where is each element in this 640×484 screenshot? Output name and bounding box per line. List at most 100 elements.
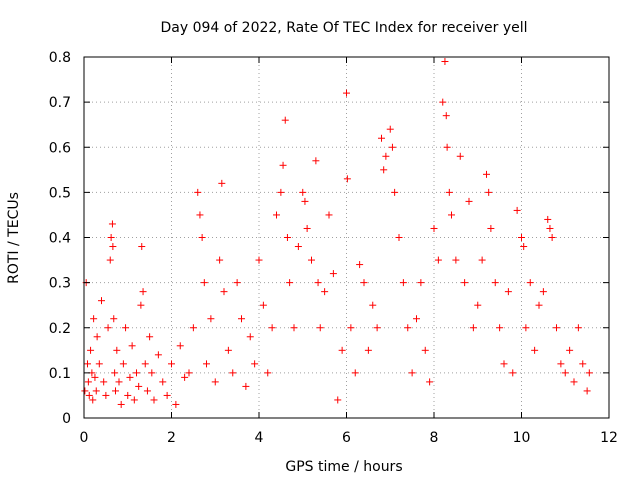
data-point xyxy=(251,360,259,368)
data-point xyxy=(308,256,315,264)
data-point xyxy=(434,256,442,264)
data-point xyxy=(325,211,333,219)
data-point xyxy=(442,112,450,120)
data-point xyxy=(130,396,138,404)
data-point xyxy=(90,315,98,323)
data-point xyxy=(334,396,342,404)
data-point xyxy=(312,157,320,165)
data-point xyxy=(513,206,521,214)
data-point xyxy=(369,301,377,309)
data-point xyxy=(518,234,525,241)
data-point xyxy=(104,324,112,332)
x-axis-label: GPS time / hours xyxy=(285,459,402,475)
data-point xyxy=(196,211,204,219)
data-point xyxy=(268,324,276,332)
data-point xyxy=(85,391,93,399)
data-point xyxy=(124,391,132,399)
data-point xyxy=(92,387,100,395)
data-point xyxy=(491,279,499,287)
data-point xyxy=(546,224,554,232)
data-point xyxy=(408,369,416,377)
data-point xyxy=(478,256,486,264)
data-point xyxy=(229,369,237,377)
data-point xyxy=(150,396,158,404)
data-point xyxy=(172,400,180,408)
x-tick-label: 4 xyxy=(255,430,264,446)
data-point xyxy=(391,188,399,196)
data-point xyxy=(117,400,125,408)
data-point xyxy=(364,346,372,354)
data-point xyxy=(84,378,92,386)
data-point xyxy=(380,166,388,174)
data-point xyxy=(509,369,517,377)
data-point xyxy=(98,297,105,305)
y-tick-label: 0.1 xyxy=(49,366,71,382)
data-point xyxy=(474,301,482,309)
data-point xyxy=(89,396,97,404)
data-point xyxy=(246,333,254,341)
data-point xyxy=(109,243,117,251)
data-point xyxy=(360,279,368,287)
data-point xyxy=(321,288,329,296)
data-point xyxy=(176,342,184,350)
data-point xyxy=(303,224,311,232)
data-point xyxy=(448,211,455,219)
data-point xyxy=(108,220,116,228)
data-point xyxy=(133,369,140,377)
data-point xyxy=(102,391,110,399)
data-point xyxy=(553,324,560,332)
data-point xyxy=(95,360,103,368)
data-point xyxy=(439,98,447,106)
data-point xyxy=(299,188,307,196)
data-point xyxy=(465,197,473,205)
y-tick-label: 0 xyxy=(62,411,71,427)
data-point xyxy=(386,125,394,133)
x-tick-label: 2 xyxy=(167,430,176,446)
data-point xyxy=(264,369,272,377)
data-point xyxy=(520,243,528,251)
data-point xyxy=(544,215,552,223)
data-point xyxy=(504,288,512,296)
data-point xyxy=(273,211,280,219)
y-tick-label: 0.3 xyxy=(49,276,71,292)
data-point xyxy=(566,346,574,354)
data-point xyxy=(570,378,578,386)
data-point xyxy=(579,360,587,368)
data-point xyxy=(461,279,469,287)
data-point xyxy=(233,279,241,287)
y-tick-label: 0.4 xyxy=(49,231,71,247)
data-point xyxy=(238,315,245,323)
data-point xyxy=(207,315,215,323)
x-tick-label: 8 xyxy=(430,430,439,446)
data-point xyxy=(487,224,495,232)
grid-lines xyxy=(84,57,609,418)
data-point xyxy=(338,346,346,354)
y-tick-label: 0.2 xyxy=(49,321,71,337)
data-point xyxy=(395,234,403,241)
data-point xyxy=(139,288,147,296)
data-point xyxy=(220,288,228,296)
data-point xyxy=(286,279,294,287)
data-point xyxy=(382,152,390,160)
x-tick-label: 6 xyxy=(342,430,351,446)
data-point xyxy=(483,170,490,178)
data-point xyxy=(81,387,89,395)
data-point xyxy=(279,161,287,169)
data-point xyxy=(185,369,193,377)
data-point xyxy=(216,256,224,264)
data-point xyxy=(141,360,149,368)
data-point xyxy=(343,175,351,183)
data-point xyxy=(316,324,324,332)
data-point xyxy=(87,346,95,354)
data-point xyxy=(138,243,146,251)
data-point xyxy=(242,382,250,390)
data-point xyxy=(107,234,115,241)
data-point xyxy=(485,188,493,196)
data-point xyxy=(574,324,582,332)
data-point xyxy=(294,243,302,251)
data-point xyxy=(106,256,114,264)
data-point xyxy=(218,179,226,187)
data-point xyxy=(281,116,289,124)
data-point xyxy=(283,234,291,241)
